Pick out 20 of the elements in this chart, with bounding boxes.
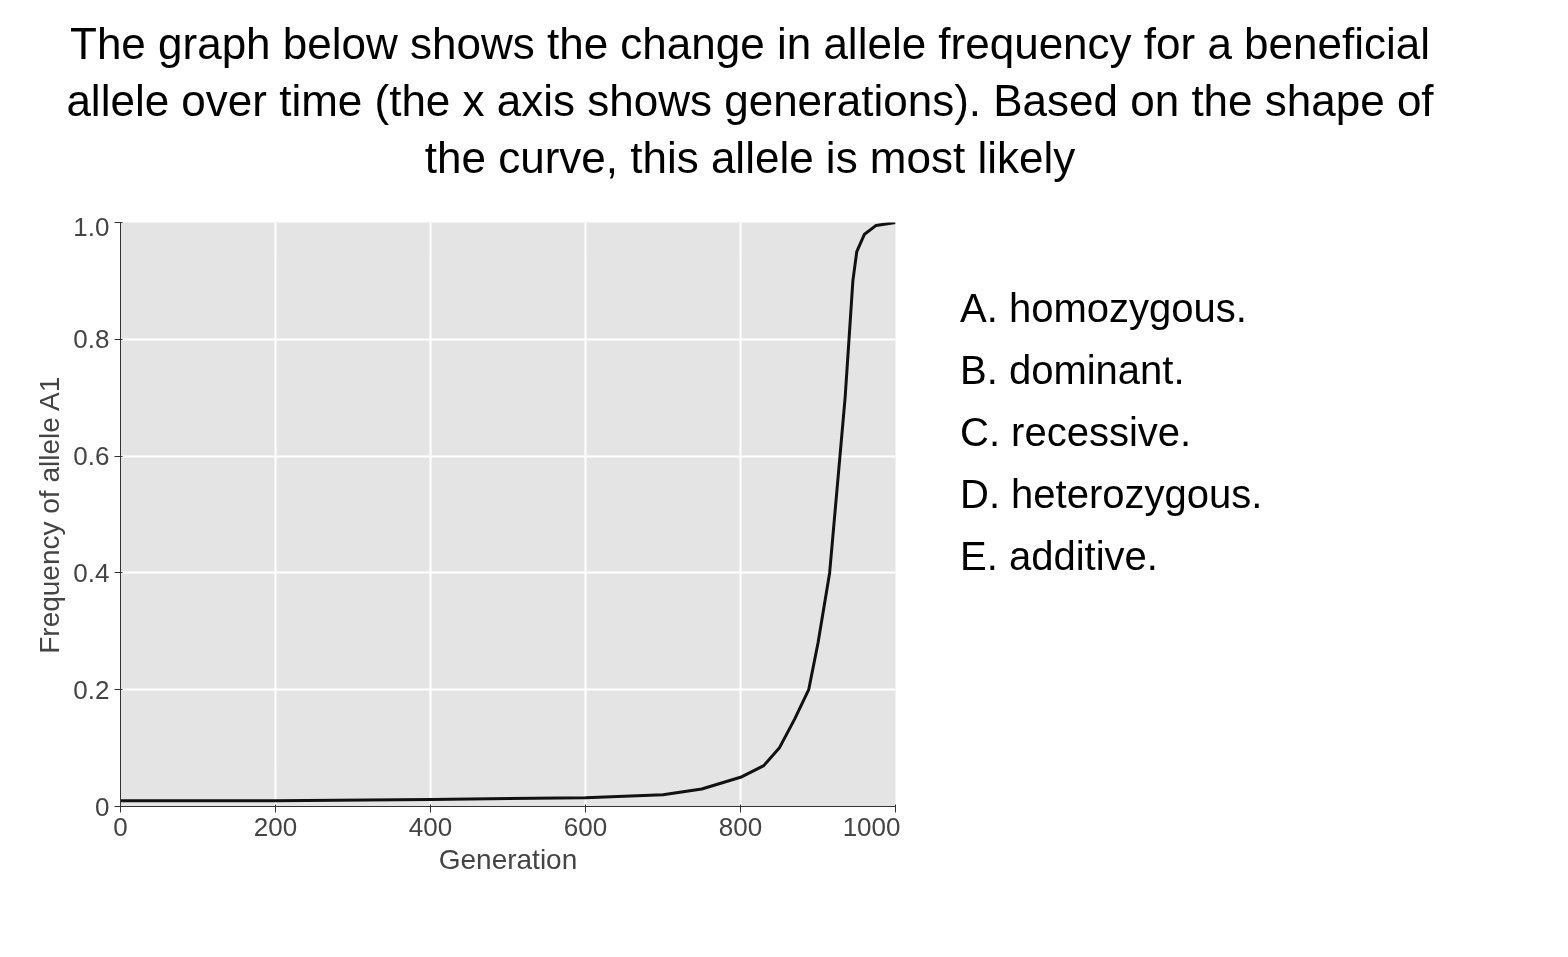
y-tick-label: 0.8 xyxy=(73,323,110,354)
y-tick-label: 0.2 xyxy=(73,674,110,705)
text: B. dominant. xyxy=(960,347,1185,392)
y-axis-title: Frequency of allele A1 xyxy=(34,376,66,654)
x-tick-label: 1000 xyxy=(842,811,901,842)
y-tick-label: 1.0 xyxy=(73,211,110,242)
x-tick-label: 200 xyxy=(253,811,298,842)
x-tick-label: 400 xyxy=(408,811,453,842)
y-tick-label: 0 xyxy=(95,791,110,822)
x-tick-label: 800 xyxy=(718,811,763,842)
chart-title: The graph below shows the change in allele frequency for a beneficial allele over time (the x axis shows generations). Based on the shape of the curve, this allele is most likely xyxy=(65,18,1435,185)
text: D. heterozygous. xyxy=(960,471,1263,516)
x-axis-title: Generation xyxy=(438,843,578,875)
line-series xyxy=(120,222,896,802)
y-tick-label: 0.6 xyxy=(73,440,110,471)
text: A. homozygous. xyxy=(960,285,1247,330)
text: C. recessive. xyxy=(960,409,1192,454)
text: E. additive. xyxy=(960,533,1158,578)
y-tick-label: 0.4 xyxy=(73,557,110,588)
x-tick-label: 600 xyxy=(563,811,608,842)
